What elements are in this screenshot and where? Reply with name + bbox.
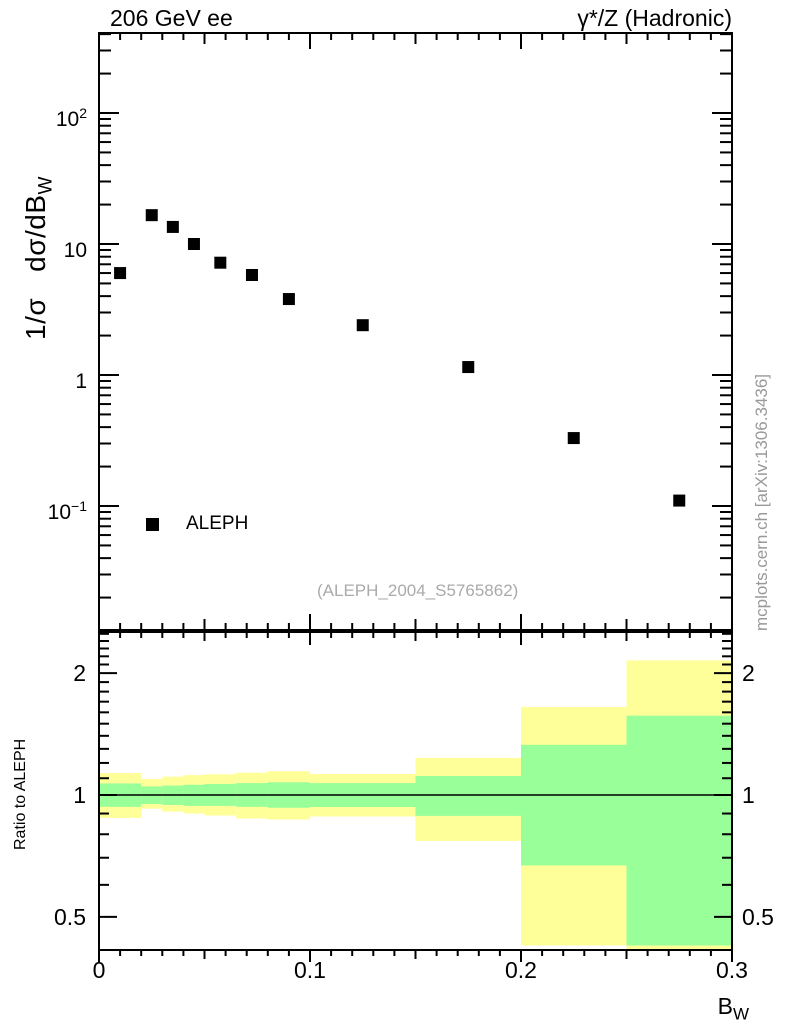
data-point-marker (145, 209, 158, 222)
xtick-0p1: 0.1 (294, 957, 326, 983)
title-process: γ*/Z (Hadronic) (577, 5, 732, 31)
ratio-ytick-left-0p5: 0.5 (54, 904, 86, 930)
ratio-ytick-right-1: 1 (742, 782, 755, 808)
xtick-0p2: 0.2 (505, 957, 537, 983)
data-point-marker (214, 256, 227, 269)
band-inner-bin (521, 744, 627, 866)
ytick-100: 102 (55, 105, 87, 131)
title-energy: 206 GeV ee (110, 5, 233, 31)
ratio-ytick-left-1: 1 (73, 782, 86, 808)
aleph-data-points (114, 209, 686, 507)
data-point-marker (673, 494, 686, 507)
ytick-0p1: 10−1 (47, 498, 87, 524)
data-point-marker (282, 293, 295, 306)
main-frame (98, 32, 733, 631)
ratio-ytick-right-0p5: 0.5 (742, 904, 774, 930)
data-point-marker (166, 220, 179, 233)
ytick-1: 1 (75, 370, 87, 393)
legend-label: ALEPH (186, 513, 249, 534)
analysis-watermark: (ALEPH_2004_S5765862) (317, 581, 519, 600)
ratio-ytick-left-2: 2 (73, 660, 86, 686)
x-axis-label: BW (717, 993, 749, 1024)
mcplots-arxiv-note: mcplots.cern.ch [arXiv:1306.3436] (752, 373, 771, 631)
data-point-marker (567, 432, 580, 445)
data-point-marker (462, 361, 475, 374)
ytick-10: 10 (63, 239, 87, 262)
ratio-ytick-right-2: 2 (742, 660, 755, 686)
band-inner-bin (415, 776, 521, 816)
data-point-marker (114, 267, 127, 280)
legend-square-icon (146, 518, 159, 531)
data-point-marker (356, 319, 369, 332)
data-point-marker (187, 238, 200, 250)
ratio-frame (98, 631, 733, 951)
ratio-uncertainty-bands (99, 660, 732, 950)
xtick-0: 0 (92, 957, 106, 983)
xtick-0p3: 0.3 (716, 957, 748, 983)
axis-ticks (98, 33, 733, 962)
data-point-marker (245, 268, 258, 281)
band-inner-bin (626, 715, 732, 946)
